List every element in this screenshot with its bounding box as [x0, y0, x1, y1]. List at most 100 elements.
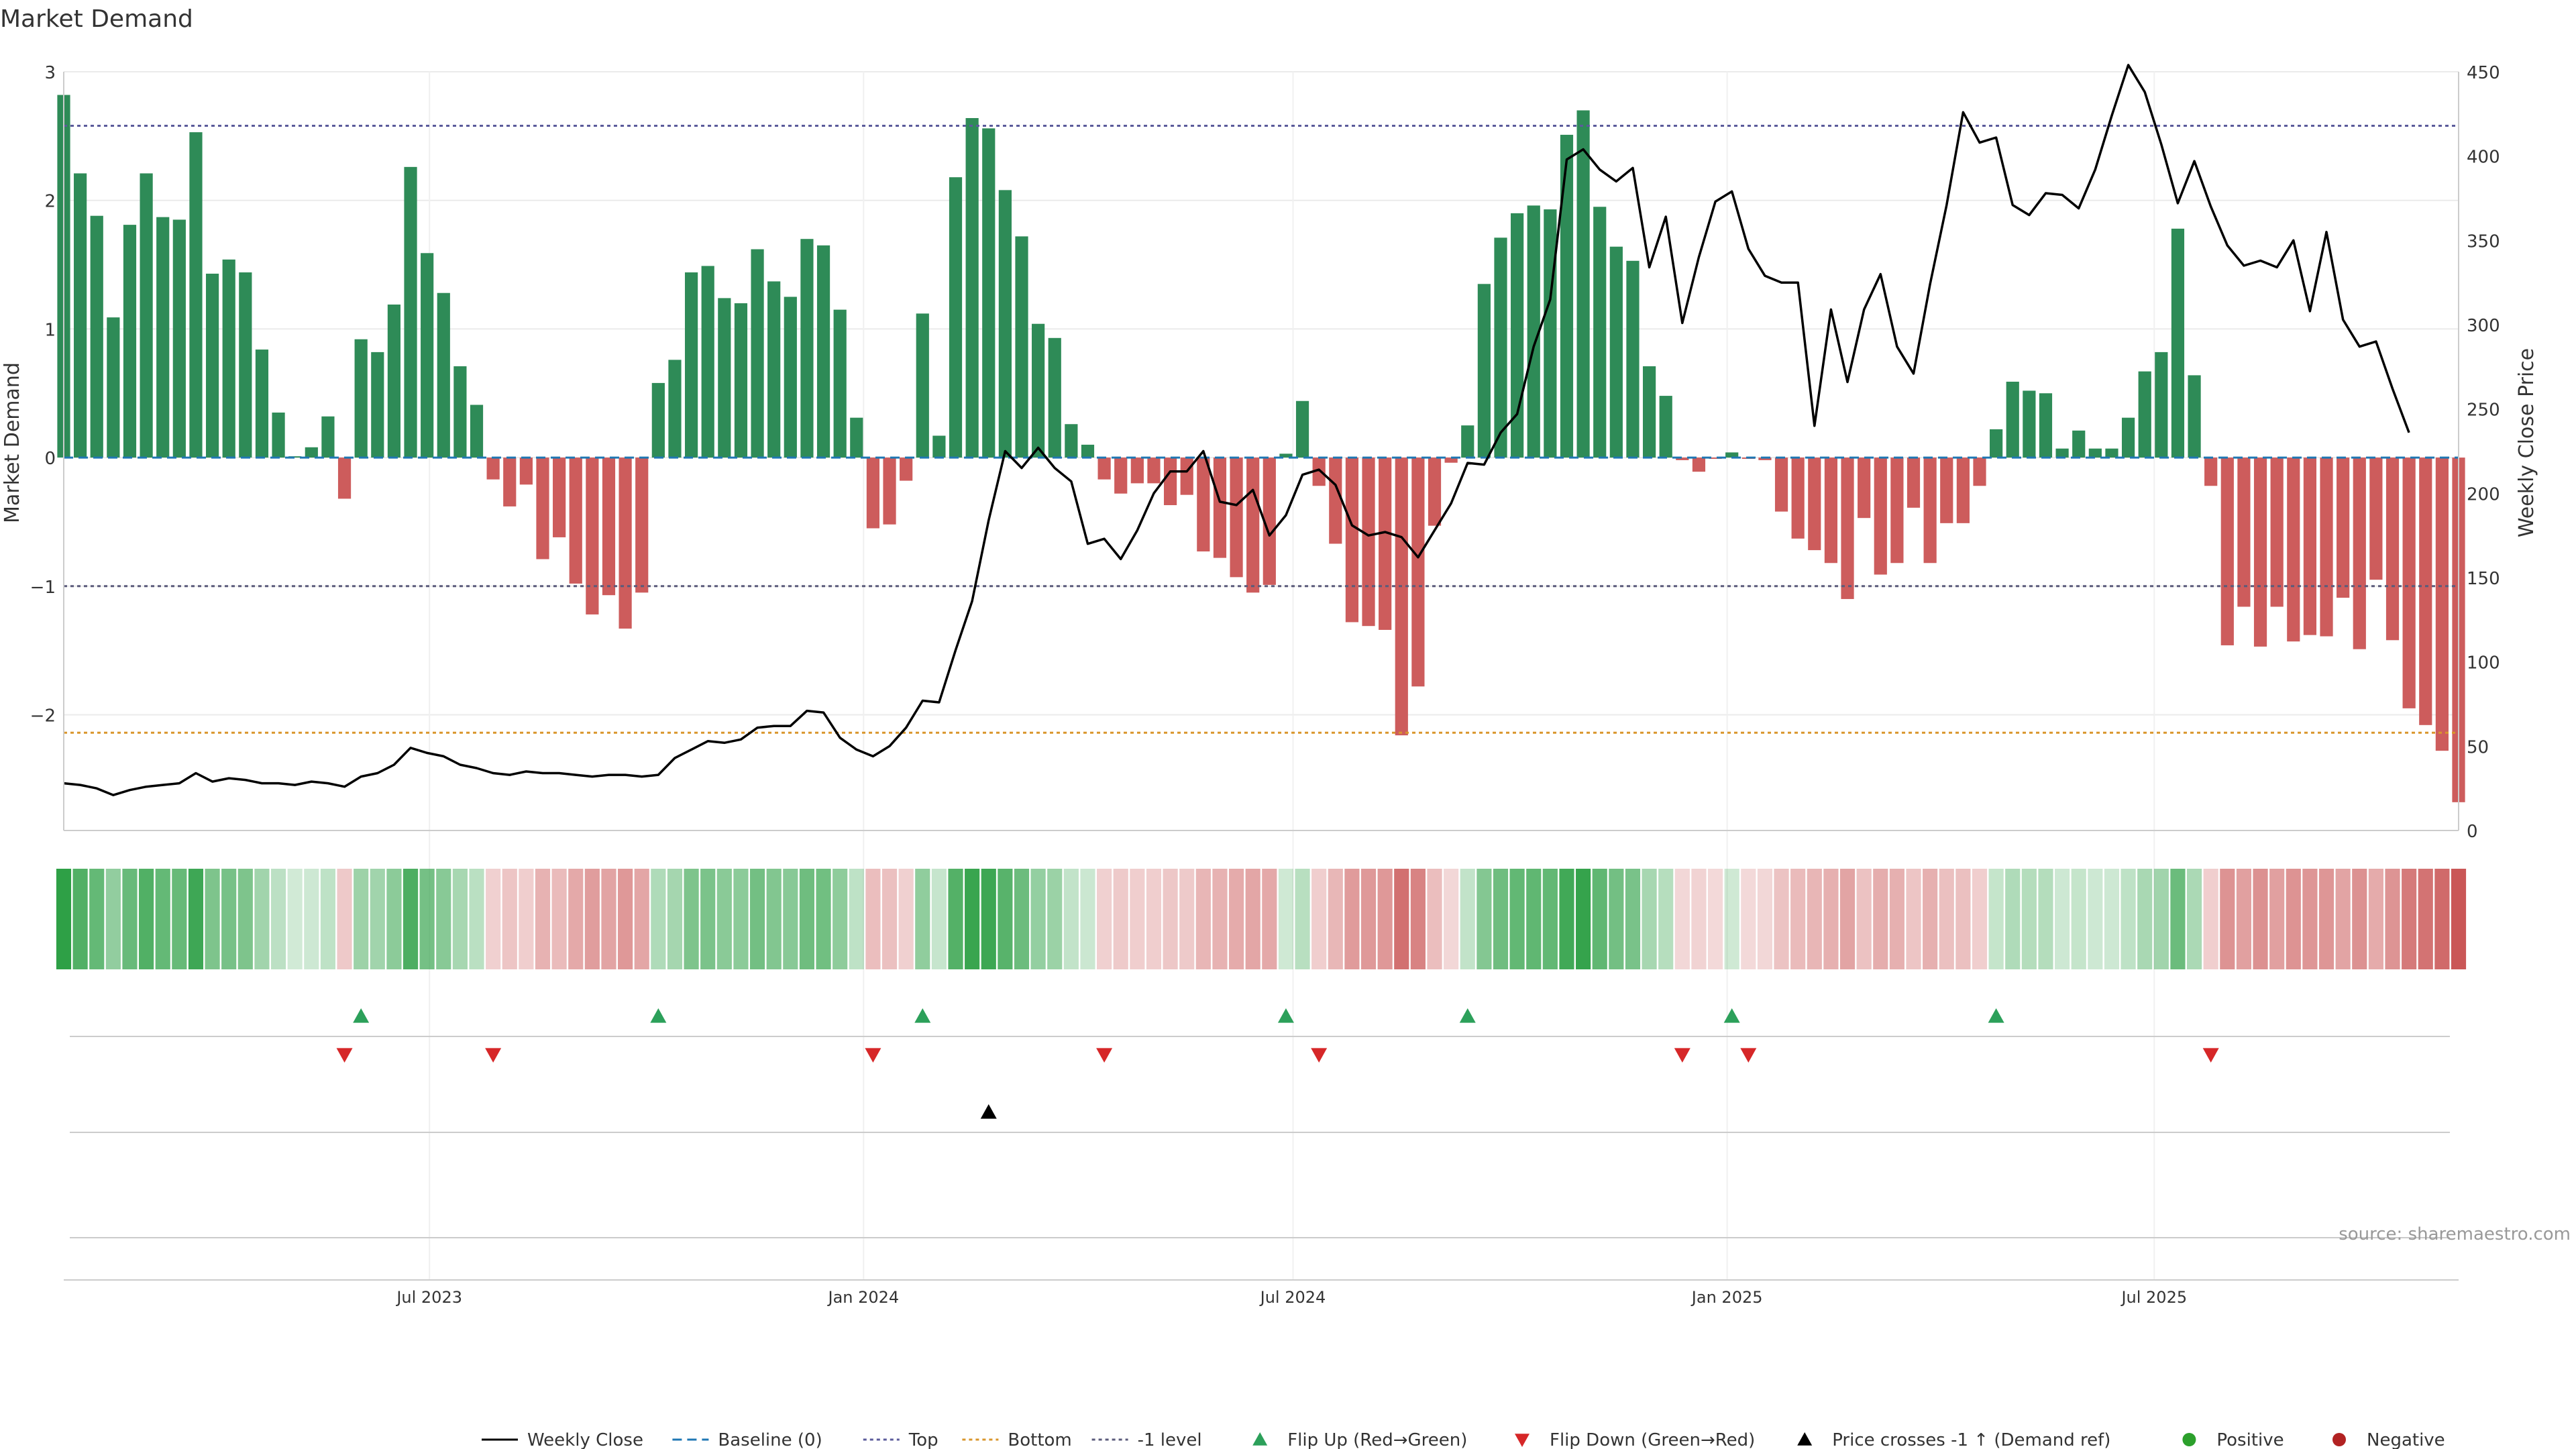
demand-strip-cell — [1080, 869, 1095, 969]
legend-swatch — [1515, 1434, 1529, 1447]
demand-bar — [2138, 371, 2151, 458]
demand-bar — [2337, 458, 2350, 598]
signal-markers — [70, 1008, 2450, 1238]
flip-down-marker — [485, 1048, 502, 1063]
demand-strip-cell — [2236, 869, 2252, 969]
demand-strip-cell — [1311, 869, 1327, 969]
demand-bar — [833, 309, 847, 458]
demand-strip-cell — [1212, 869, 1228, 969]
demand-bar — [866, 458, 880, 529]
demand-bar — [1197, 458, 1210, 552]
demand-strip-cell — [1774, 869, 1789, 969]
demand-bar — [784, 297, 797, 458]
x-tick-label: Jul 2025 — [2120, 1288, 2187, 1307]
demand-strip-cell — [354, 869, 369, 969]
demand-bar — [816, 245, 830, 458]
demand-strip-cell — [254, 869, 270, 969]
chart-title: Market Demand — [0, 5, 193, 33]
demand-bar — [421, 253, 434, 458]
y-axis-label: Market Demand — [1, 362, 24, 523]
demand-bar — [767, 281, 781, 458]
demand-strip-cell — [1113, 869, 1128, 969]
demand-bar — [1114, 458, 1128, 494]
demand-strip-cell — [1576, 869, 1591, 969]
demand-strip-cell — [931, 869, 947, 969]
demand-strip-cell — [72, 869, 88, 969]
demand-strip-cell — [1906, 869, 1921, 969]
demand-strip-cell — [998, 869, 1013, 969]
y-tick-label: 3 — [44, 63, 56, 83]
demand-bar — [2385, 458, 2400, 641]
demand-bar — [272, 412, 285, 458]
demand-strip-cell — [1972, 869, 1988, 969]
demand-strip-cell — [684, 869, 699, 969]
demand-bar — [172, 219, 186, 458]
flip-up-marker — [914, 1008, 931, 1023]
demand-bar — [1791, 458, 1805, 539]
grid-lines — [64, 71, 2459, 1280]
flip-down-marker — [336, 1048, 353, 1063]
demand-bar — [2072, 430, 2086, 458]
demand-bar — [1544, 209, 1557, 458]
demand-bar — [1709, 458, 1722, 460]
demand-strip-cell — [716, 869, 732, 969]
demand-bar — [1428, 458, 1442, 526]
demand-strip-cell — [1295, 869, 1310, 969]
x-tick-label: Jan 2025 — [1690, 1288, 1763, 1307]
demand-bar — [1527, 205, 1540, 458]
demand-bar — [2435, 458, 2449, 751]
legend-label: Flip Up (Red→Green) — [1287, 1430, 1467, 1449]
demand-bar — [751, 249, 764, 458]
demand-strip-cell — [1014, 869, 1030, 969]
legend-label: Baseline (0) — [718, 1430, 822, 1449]
demand-strip-cell — [2121, 869, 2136, 969]
demand-bar — [2006, 381, 2019, 458]
demand-bar — [404, 166, 417, 458]
demand-bar — [1180, 458, 1193, 495]
demand-bar — [2402, 458, 2416, 708]
demand-bar — [222, 259, 235, 458]
demand-strip-cell — [452, 869, 468, 969]
demand-bar — [2055, 448, 2069, 458]
demand-strip-cell — [2088, 869, 2103, 969]
flip-down-marker — [1740, 1048, 1757, 1063]
demand-bar — [883, 458, 896, 525]
demand-strip-cell — [502, 869, 517, 969]
legend-item: Price crosses -1 ↑ (Demand ref) — [1797, 1430, 2110, 1449]
flip-up-marker — [353, 1008, 370, 1023]
demand-strip-cell — [2071, 869, 2086, 969]
demand-strip-cell — [2253, 869, 2268, 969]
demand-bar — [354, 339, 368, 458]
demand-bar — [1048, 337, 1061, 458]
demand-strip-cell — [584, 869, 600, 969]
demand-strip-cell — [1988, 869, 2004, 969]
demand-bar — [1444, 458, 1458, 463]
demand-strip-cell — [981, 869, 996, 969]
demand-strip-cell — [402, 869, 419, 969]
demand-strip-cell — [948, 869, 963, 969]
demand-strip-cell — [1477, 869, 1492, 969]
demand-bar — [1659, 396, 1672, 458]
demand-bar — [553, 458, 566, 537]
demand-bar — [1774, 458, 1788, 512]
demand-strip-cell — [601, 869, 616, 969]
demand-strip-cell — [1394, 869, 1409, 969]
demand-strip-cell — [419, 869, 435, 969]
y2-tick-label: 450 — [2467, 63, 2500, 83]
demand-strip-cell — [816, 869, 831, 969]
demand-strip-cell — [2153, 869, 2169, 969]
demand-strip-cell — [2137, 869, 2153, 969]
demand-strip-cell — [1839, 869, 1856, 969]
demand-strip-cell — [2005, 869, 2021, 969]
demand-strip-cell — [1460, 869, 1475, 969]
demand-bar — [982, 128, 996, 458]
demand-strip-cell — [1063, 869, 1079, 969]
demand-bar — [1097, 458, 1111, 480]
legend-item: -1 level — [1091, 1430, 1202, 1449]
demand-bar — [800, 239, 814, 458]
demand-bar — [1858, 458, 1871, 519]
demand-strip-cell — [1262, 869, 1277, 969]
demand-bar — [1379, 458, 1392, 630]
demand-strip-cell — [2203, 869, 2218, 969]
demand-strip-cell — [2451, 869, 2467, 969]
